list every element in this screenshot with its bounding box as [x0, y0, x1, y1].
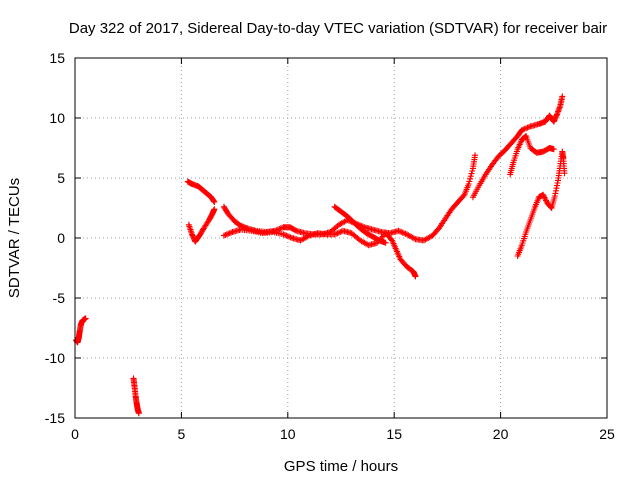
series-seg6 [220, 226, 419, 280]
series-seg8 [469, 93, 566, 201]
data-point [331, 231, 338, 238]
x-tick-label: 10 [280, 426, 296, 442]
series-seg10 [514, 148, 568, 259]
series-seg4 [185, 206, 218, 245]
plot-frame [74, 57, 608, 419]
y-tick-label: 0 [57, 230, 65, 246]
x-tick-label: 5 [178, 426, 186, 442]
data-point [468, 170, 475, 177]
data-point [337, 229, 344, 235]
data-point [561, 170, 568, 177]
series-seg7 [331, 203, 389, 246]
data-point [524, 124, 531, 131]
data-point [522, 133, 529, 140]
data-point [396, 228, 403, 235]
x-tick-label: 25 [599, 426, 615, 442]
data-point [281, 232, 288, 238]
series-seg3 [184, 178, 218, 205]
data-point [82, 315, 89, 322]
data-point [220, 232, 227, 239]
data-points [73, 93, 568, 417]
data-point [382, 239, 389, 246]
y-tick-label: 5 [57, 170, 65, 186]
x-tick-label: 20 [493, 426, 509, 442]
data-point [466, 178, 473, 185]
data-point [465, 181, 472, 187]
data-point [399, 229, 406, 236]
x-tick-label: 15 [386, 426, 402, 442]
data-point [550, 146, 557, 153]
data-point [559, 93, 566, 100]
data-point [211, 206, 218, 213]
data-point [333, 230, 340, 237]
data-point [277, 225, 284, 232]
data-point [520, 126, 527, 133]
data-point [335, 229, 342, 236]
data-point [525, 124, 532, 130]
data-point [540, 193, 547, 200]
data-point [469, 168, 476, 174]
data-point [467, 175, 474, 182]
data-point [401, 230, 408, 237]
data-point [472, 152, 479, 159]
data-point [398, 229, 405, 235]
data-point [226, 230, 233, 237]
data-point [276, 226, 283, 232]
data-point [523, 125, 530, 132]
data-point [547, 204, 554, 211]
data-point [287, 234, 294, 241]
data-point [541, 194, 548, 201]
data-point [412, 273, 419, 280]
data-point [395, 227, 402, 234]
data-point [283, 232, 290, 239]
x-tick-label: 0 [71, 426, 79, 442]
data-point [521, 125, 528, 132]
series-seg9 [507, 133, 557, 178]
chart-title: Day 322 of 2017, Sidereal Day-to-day VTE… [69, 20, 607, 37]
grid [75, 58, 607, 418]
data-point [222, 232, 229, 238]
data-point [228, 229, 235, 236]
data-point [334, 230, 341, 237]
data-point [223, 231, 230, 238]
data-point [225, 230, 232, 237]
y-tick-label: -10 [45, 350, 65, 366]
data-point [135, 410, 142, 417]
series-seg2 [130, 375, 142, 417]
y-tick-label: 10 [49, 110, 65, 126]
series-seg1 [73, 315, 89, 346]
data-point [286, 233, 293, 240]
data-point [284, 233, 291, 240]
data-point [280, 231, 287, 238]
data-point [402, 230, 409, 237]
y-axis-label: SDTVAR / TECUs [6, 178, 23, 298]
data-point [411, 235, 418, 242]
x-axis-label: GPS time / hours [284, 458, 398, 475]
y-tick-label: -5 [53, 290, 66, 306]
data-point [304, 233, 311, 240]
data-point [542, 197, 549, 204]
data-point [518, 127, 525, 133]
y-tick-label: -15 [45, 410, 65, 426]
data-point [540, 191, 547, 198]
y-tick-label: 15 [49, 50, 65, 66]
data-point [467, 173, 474, 180]
data-point [542, 196, 549, 202]
data-point [211, 199, 218, 205]
